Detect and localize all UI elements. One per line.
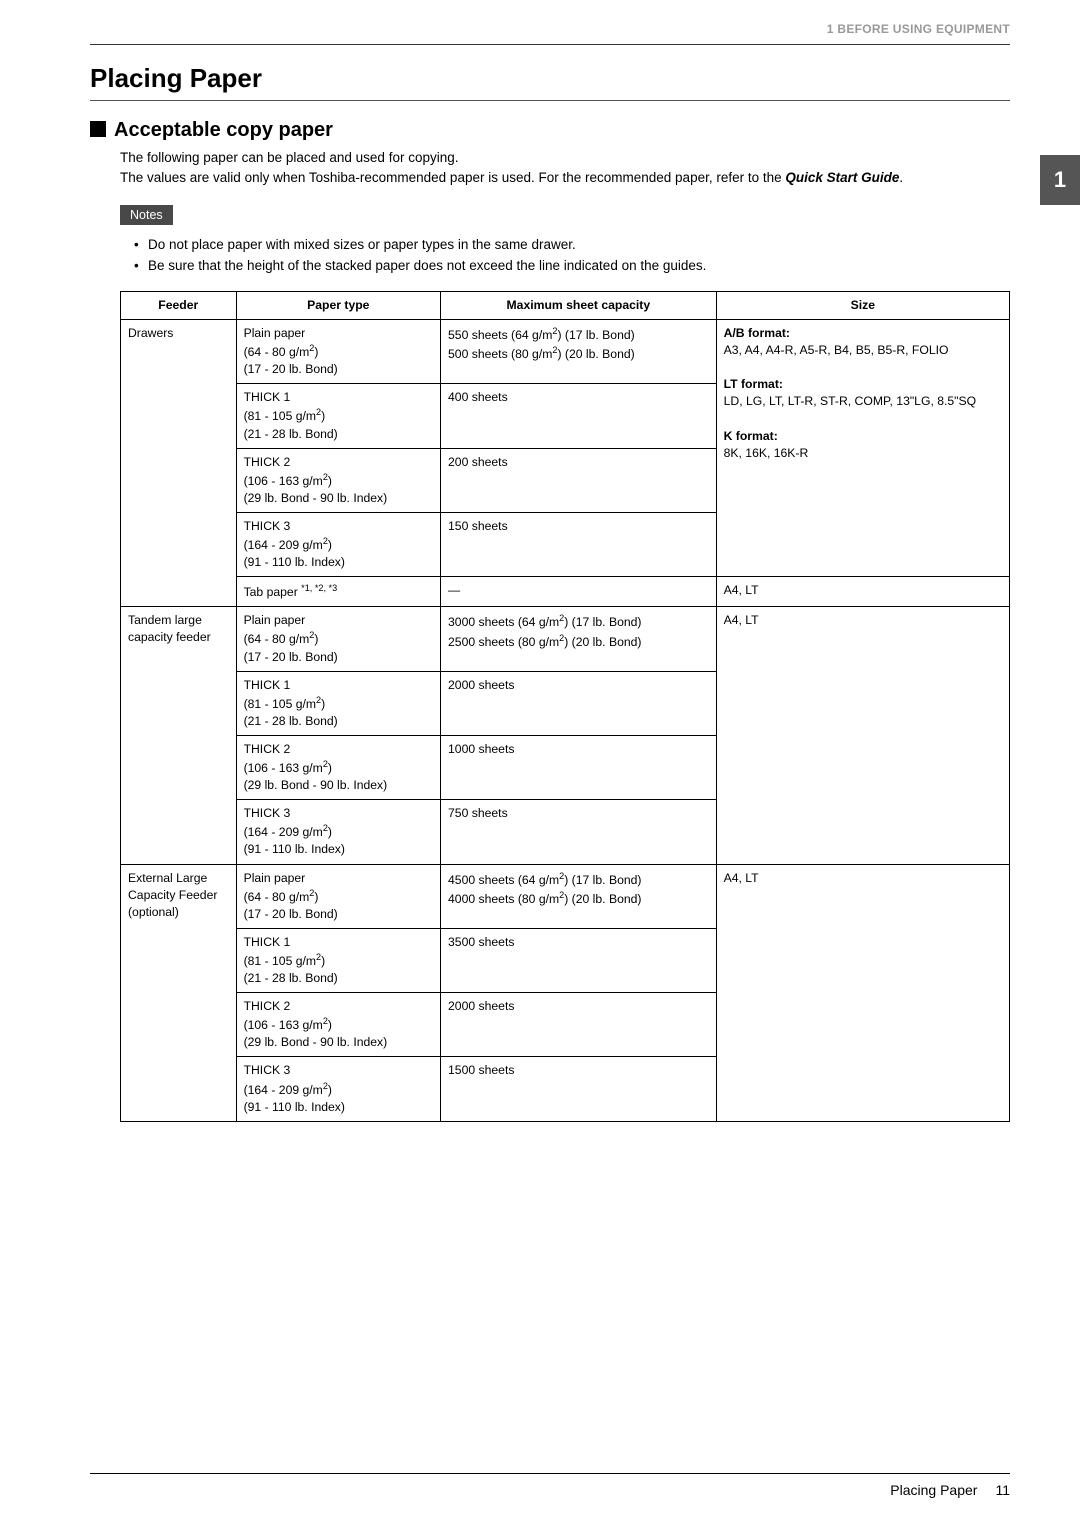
capacity-cell: 750 sheets [441, 800, 717, 864]
note-item: Do not place paper with mixed sizes or p… [134, 235, 1010, 256]
paper-type-cell: THICK 1(81 - 105 g/m2)(21 - 28 lb. Bond) [236, 928, 440, 992]
capacity-cell: 200 sheets [441, 448, 717, 512]
capacity-cell: 3500 sheets [441, 928, 717, 992]
capacity-cell: 4500 sheets (64 g/m2) (17 lb. Bond)4000 … [441, 864, 717, 928]
size-cell: A4, LT [716, 577, 1009, 607]
paper-type-cell: THICK 3(164 - 209 g/m2)(91 - 110 lb. Ind… [236, 800, 440, 864]
chapter-tab: 1 [1040, 155, 1080, 205]
paper-type-cell: Plain paper(64 - 80 g/m2)(17 - 20 lb. Bo… [236, 320, 440, 384]
paper-type-cell: THICK 2(106 - 163 g/m2)(29 lb. Bond - 90… [236, 735, 440, 799]
size-cell: A4, LT [716, 864, 1009, 1121]
intro-line-2: The values are valid only when Toshiba-r… [120, 168, 1010, 188]
col-paper-type: Paper type [236, 291, 440, 319]
paper-type-cell: THICK 2(106 - 163 g/m2)(29 lb. Bond - 90… [236, 993, 440, 1057]
notes-badge: Notes [120, 205, 173, 225]
intro-2a: The values are valid only when Toshiba-r… [120, 170, 785, 185]
section-heading-text: Acceptable copy paper [114, 119, 333, 141]
square-bullet-icon [90, 121, 106, 137]
page-title: Placing Paper [90, 45, 1010, 100]
feeder-cell: External Large Capacity Feeder (optional… [121, 864, 237, 1121]
capacity-cell: 1500 sheets [441, 1057, 717, 1121]
page-footer: Placing Paper 11 [90, 1473, 1010, 1498]
capacity-cell: 1000 sheets [441, 735, 717, 799]
capacity-cell: 550 sheets (64 g/m2) (17 lb. Bond)500 sh… [441, 320, 717, 384]
paper-type-cell: THICK 1(81 - 105 g/m2)(21 - 28 lb. Bond) [236, 671, 440, 735]
paper-type-cell: Plain paper(64 - 80 g/m2)(17 - 20 lb. Bo… [236, 864, 440, 928]
capacity-cell: 3000 sheets (64 g/m2) (17 lb. Bond)2500 … [441, 607, 717, 671]
capacity-cell: 2000 sheets [441, 671, 717, 735]
paper-type-cell: Plain paper(64 - 80 g/m2)(17 - 20 lb. Bo… [236, 607, 440, 671]
capacity-cell: 2000 sheets [441, 993, 717, 1057]
running-head: 1 BEFORE USING EQUIPMENT [0, 0, 1080, 44]
footer-page-number: 11 [995, 1482, 1010, 1498]
paper-type-cell: THICK 3(164 - 209 g/m2)(91 - 110 lb. Ind… [236, 512, 440, 576]
col-feeder: Feeder [121, 291, 237, 319]
capacity-cell: 400 sheets [441, 384, 717, 448]
capacity-cell: — [441, 577, 717, 607]
feeder-cell: Tandem large capacity feeder [121, 607, 237, 864]
section-heading: Acceptable copy paper [90, 119, 1010, 142]
size-cell: A4, LT [716, 607, 1009, 864]
size-cell: A/B format:A3, A4, A4-R, A5-R, B4, B5, B… [716, 320, 1009, 577]
footer-title: Placing Paper [890, 1482, 977, 1498]
intro-line-1: The following paper can be placed and us… [120, 148, 1010, 168]
feeder-cell: Drawers [121, 320, 237, 607]
title-rule [90, 100, 1010, 101]
capacity-cell: 150 sheets [441, 512, 717, 576]
intro-2c: . [899, 170, 903, 185]
notes-list: Do not place paper with mixed sizes or p… [120, 235, 1010, 277]
paper-type-cell: Tab paper *1, *2, *3 [236, 577, 440, 607]
col-size: Size [716, 291, 1009, 319]
intro-2b: Quick Start Guide [785, 170, 899, 185]
col-capacity: Maximum sheet capacity [441, 291, 717, 319]
paper-type-cell: THICK 2(106 - 163 g/m2)(29 lb. Bond - 90… [236, 448, 440, 512]
paper-type-cell: THICK 1(81 - 105 g/m2)(21 - 28 lb. Bond) [236, 384, 440, 448]
paper-spec-table: Feeder Paper type Maximum sheet capacity… [120, 291, 1010, 1122]
paper-type-cell: THICK 3(164 - 209 g/m2)(91 - 110 lb. Ind… [236, 1057, 440, 1121]
note-item: Be sure that the height of the stacked p… [134, 256, 1010, 277]
